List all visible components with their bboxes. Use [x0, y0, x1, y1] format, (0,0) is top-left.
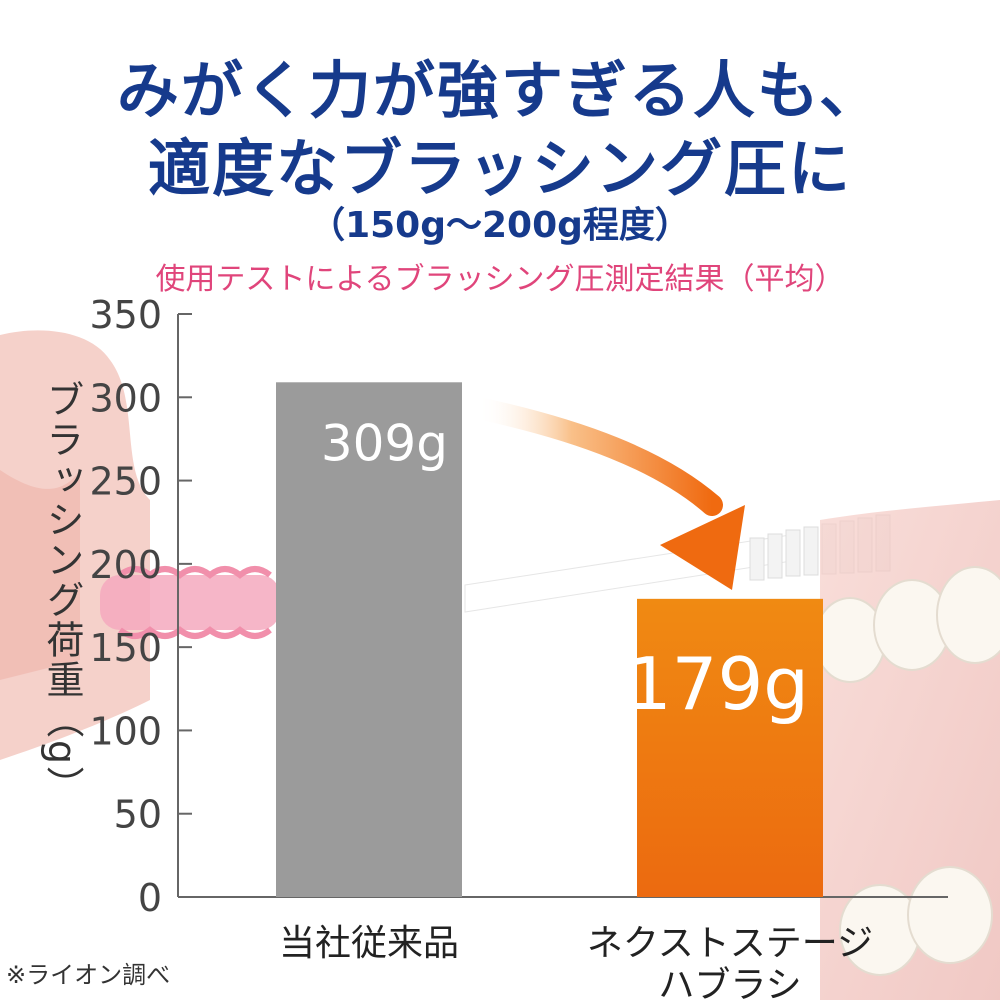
y-tick-label: 300 — [89, 376, 162, 420]
y-tick-label: 50 — [114, 793, 162, 837]
category-label: ネクストステージ — [587, 923, 873, 964]
y-tick-label: 0 — [138, 876, 162, 920]
y-axis-label: ブラッシング荷重（g） — [40, 380, 84, 807]
y-tick-label: 150 — [89, 626, 162, 670]
headline-line-2: 適度なブラッシング圧に — [147, 132, 852, 205]
bar-data-label: 179g — [626, 642, 809, 726]
headline-line-3: （150g〜200g程度） — [309, 205, 691, 246]
category-label: ハブラシ — [658, 965, 801, 1000]
decrease-arrow-icon — [467, 397, 745, 590]
bar-data-label: 309g — [321, 414, 448, 472]
y-tick-label: 200 — [89, 543, 162, 587]
bar-2 — [637, 598, 823, 897]
chart-subtitle: 使用テストによるブラッシング圧測定結果（平均） — [155, 262, 845, 297]
headline-line-1: みがく力が強すぎる人も、 — [116, 54, 884, 127]
category-label: 当社従来品 — [279, 923, 459, 964]
bar-1 — [276, 382, 462, 897]
y-tick-label: 100 — [89, 709, 162, 753]
footnote: ※ライオン調べ — [6, 961, 171, 989]
y-tick-label: 250 — [89, 460, 162, 504]
y-tick-label: 350 — [89, 293, 162, 337]
background-photo — [0, 330, 1000, 1000]
